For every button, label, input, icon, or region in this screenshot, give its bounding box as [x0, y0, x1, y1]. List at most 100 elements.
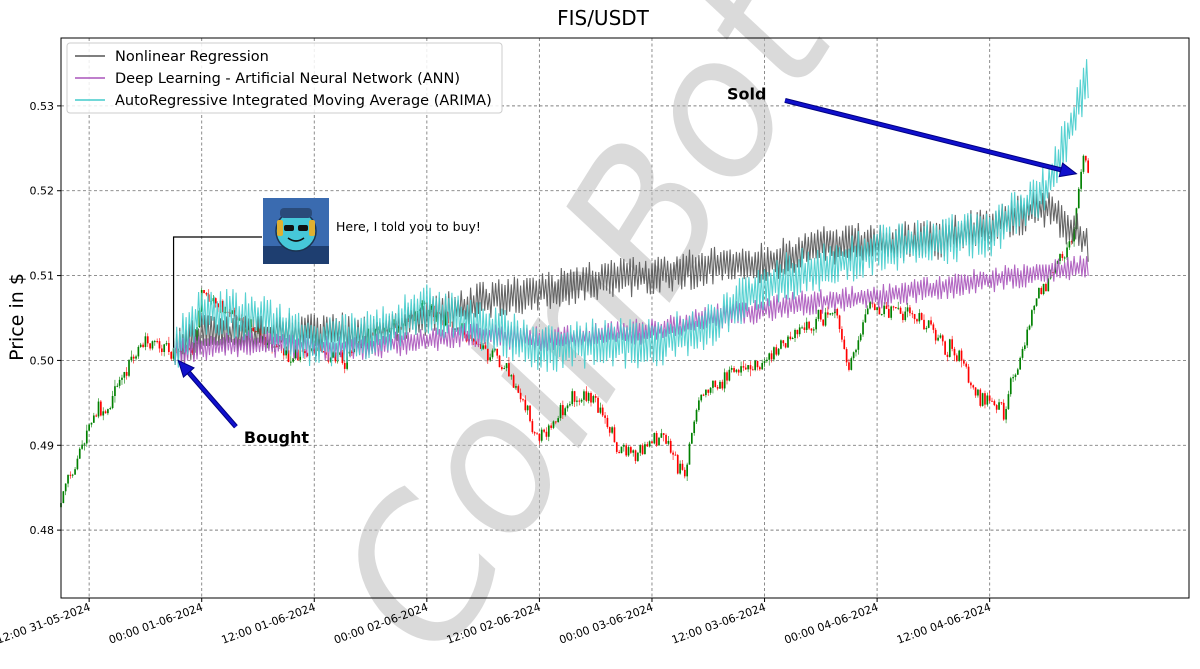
candle-body: [1042, 283, 1045, 295]
candle-body: [1028, 325, 1031, 330]
candle-body: [1045, 283, 1047, 292]
candle-body: [880, 314, 883, 316]
candle-body: [125, 372, 128, 376]
avatar-glasses-right: [298, 225, 308, 231]
candle-body: [690, 433, 693, 444]
candle-body: [522, 399, 524, 401]
candle-body: [205, 293, 208, 295]
candle-body: [819, 309, 822, 320]
candle-body: [761, 363, 764, 370]
avatar-headphone-right: [309, 220, 315, 236]
series-lines: [173, 59, 1089, 372]
candle-body: [608, 427, 611, 433]
candle-body: [913, 314, 916, 320]
candle-body: [524, 399, 527, 411]
candle-body: [660, 433, 663, 438]
candle-body: [168, 343, 170, 353]
candle-body: [1031, 310, 1033, 326]
candle-body: [182, 348, 184, 351]
candle-body: [965, 363, 968, 367]
candle-body: [958, 350, 961, 361]
legend-box: [66, 42, 503, 114]
candle-body: [71, 474, 74, 476]
candle-body: [554, 421, 557, 423]
candle-body: [850, 358, 853, 370]
candle-body: [289, 361, 292, 363]
candle-body: [770, 353, 773, 360]
candle-body: [988, 395, 991, 401]
candle-body: [233, 310, 236, 317]
candle-body: [165, 343, 168, 345]
x-tick-label: 00:00 03-06-2024: [557, 601, 655, 647]
sold-arrow-shaft-inner: [784, 98, 1062, 172]
candle-body: [1073, 229, 1075, 242]
candle-body: [494, 348, 496, 351]
candle-body: [107, 409, 109, 414]
candle-body: [932, 324, 935, 330]
candle-body: [444, 311, 447, 326]
candle-body: [829, 313, 832, 315]
candle-body: [707, 389, 710, 393]
candle-body: [587, 393, 590, 401]
candle-body: [714, 380, 717, 388]
candle-body: [665, 434, 667, 444]
candle-body: [559, 405, 562, 419]
candle-body: [238, 318, 241, 321]
candle-body: [1066, 247, 1068, 258]
candle-body: [686, 464, 688, 477]
candle-body: [132, 356, 135, 359]
candle-body: [111, 395, 114, 409]
candle-body: [294, 349, 297, 359]
bought-arrow-head: [177, 359, 195, 378]
avatar-glasses-left: [284, 225, 294, 231]
candle-body: [123, 372, 126, 378]
candle-body: [723, 372, 726, 389]
candle-body: [683, 469, 686, 477]
candle-body: [669, 440, 672, 453]
candle-body: [498, 355, 501, 368]
candle-body: [841, 329, 843, 340]
candle-body: [955, 355, 958, 361]
candle-body: [887, 308, 890, 318]
candle-body: [827, 312, 829, 315]
candle-body: [986, 395, 989, 405]
candle-body: [545, 431, 548, 437]
x-tick-label: 00:00 04-06-2024: [783, 601, 881, 647]
candle-body: [562, 405, 564, 416]
candle-body: [698, 400, 700, 410]
candle-body: [648, 441, 651, 447]
candle-body: [149, 343, 151, 349]
bought-arrow-shaft-inner: [187, 371, 238, 428]
candle-body: [787, 336, 789, 348]
candle-body: [937, 337, 939, 341]
candle-body: [224, 311, 227, 313]
candle-body: [557, 418, 560, 423]
candle-body: [667, 440, 670, 444]
candle-body: [646, 444, 649, 447]
candle-body: [984, 393, 986, 405]
candle-body: [388, 329, 391, 332]
candle-body: [831, 313, 834, 315]
candle-body: [960, 350, 963, 361]
candle-body: [519, 392, 522, 400]
candle-body: [681, 463, 684, 470]
candle-body: [758, 367, 761, 370]
candle-body: [1068, 241, 1071, 248]
candle-body: [808, 321, 810, 329]
candle-body: [597, 397, 599, 413]
candle-body: [620, 446, 623, 454]
candle-body: [1084, 155, 1087, 161]
candle-body: [941, 335, 944, 342]
candle-body: [88, 424, 90, 431]
candle-body: [822, 319, 825, 326]
candle-body: [151, 341, 154, 349]
candle-body: [993, 401, 996, 406]
y-tick-label: 0.52: [30, 185, 55, 198]
y-tick-label: 0.53: [30, 100, 55, 113]
candle-body: [730, 368, 733, 370]
candle-body: [679, 463, 681, 474]
candle-body: [744, 367, 747, 370]
candle-body: [592, 396, 595, 403]
candle-body: [658, 437, 660, 446]
avatar-quote: Here, I told you to buy!: [336, 219, 481, 234]
